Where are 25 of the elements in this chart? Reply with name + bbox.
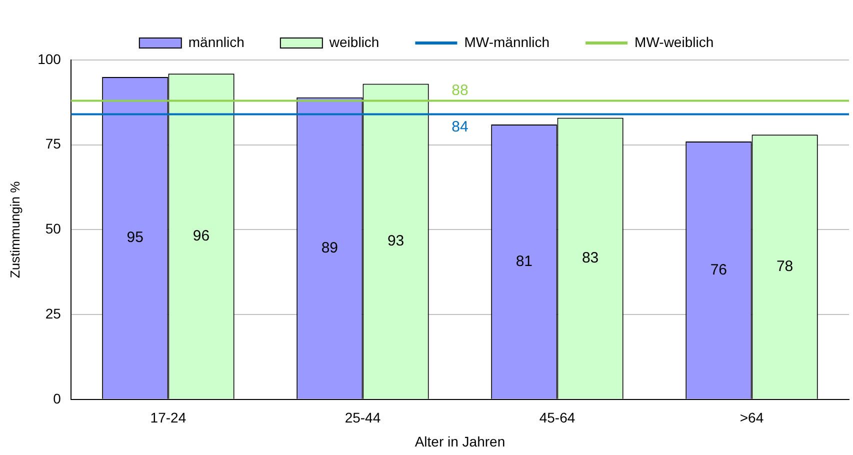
data-label: 96 bbox=[192, 227, 210, 244]
annotation: 88 bbox=[452, 82, 468, 99]
x-tick-label: 17-24 bbox=[150, 410, 186, 426]
x-axis-title: Alter in Jahren bbox=[414, 433, 506, 450]
x-tick-label: 45-64 bbox=[539, 410, 576, 426]
y-tick-label: 50 bbox=[45, 220, 62, 237]
y-tick-label: 0 bbox=[53, 390, 62, 406]
y-tick-label: 25 bbox=[45, 305, 62, 322]
data-label: 89 bbox=[321, 239, 338, 256]
legend-label: MW-männlich bbox=[464, 34, 550, 50]
y-tick-label: 100 bbox=[38, 50, 62, 67]
legend-label: männlich bbox=[188, 34, 244, 50]
data-label: 83 bbox=[582, 249, 599, 266]
x-tick-label: 25-44 bbox=[344, 410, 381, 426]
annotation: 84 bbox=[452, 118, 468, 136]
y-axis-title: Zustimmungin % bbox=[7, 180, 22, 278]
data-label: 81 bbox=[516, 252, 533, 270]
data-label: 76 bbox=[710, 261, 728, 278]
y-tick-label: 75 bbox=[45, 136, 62, 152]
x-tick-label: >64 bbox=[740, 410, 764, 426]
legend-label: MW-weiblich bbox=[634, 34, 714, 50]
legend-label: weiblich bbox=[328, 34, 380, 50]
data-label: 78 bbox=[776, 258, 794, 275]
data-label: 95 bbox=[126, 229, 144, 246]
data-label: 93 bbox=[387, 232, 404, 250]
